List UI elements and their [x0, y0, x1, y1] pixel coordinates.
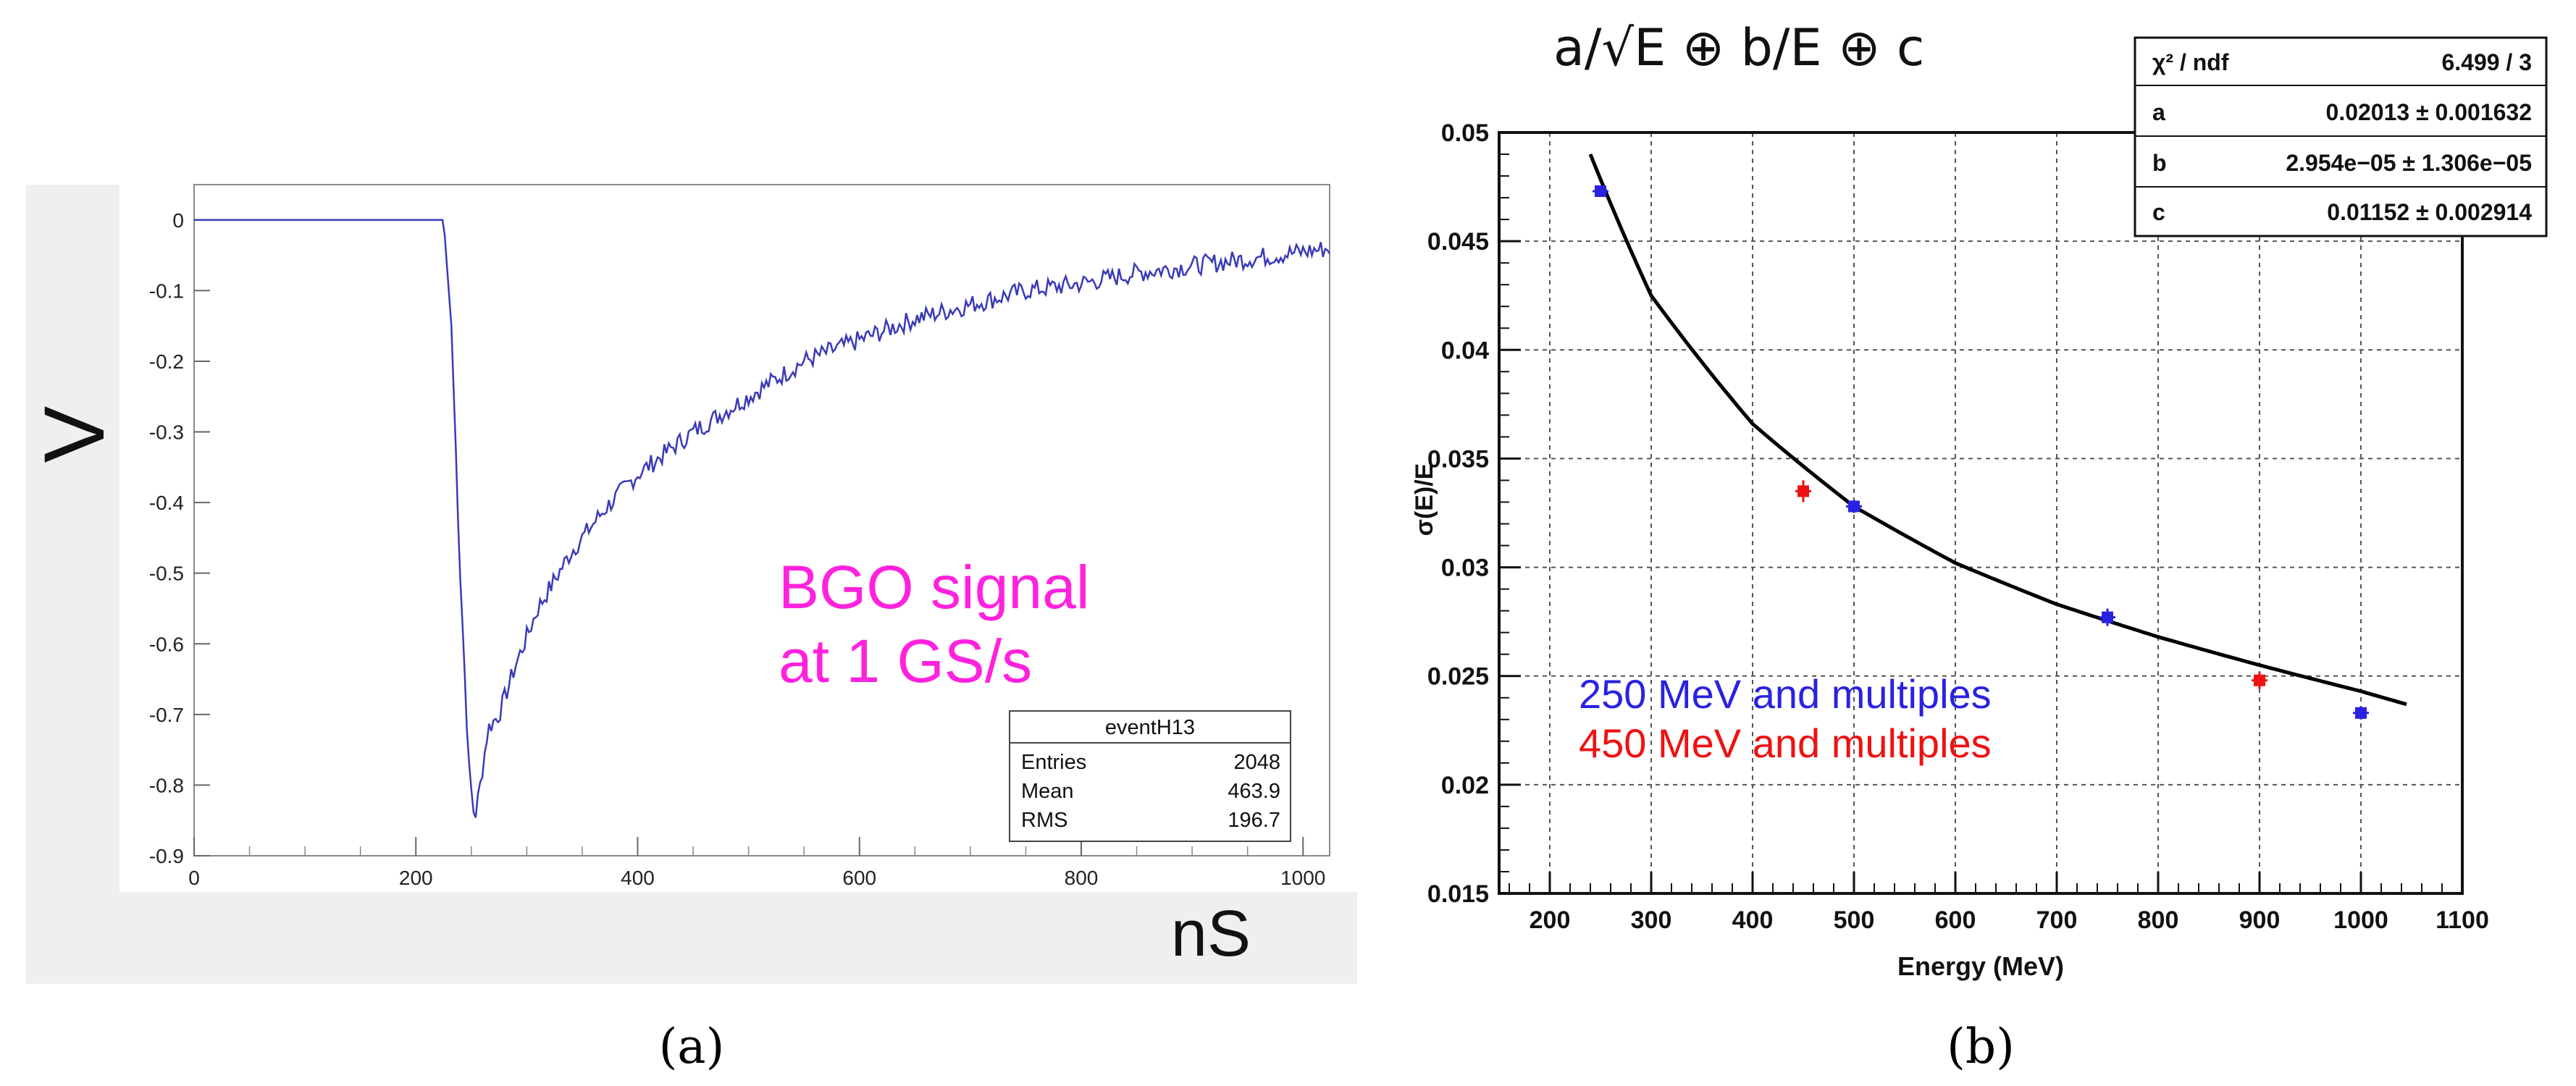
panel-a-y-tick-label: 0 — [172, 209, 184, 232]
panel-b-y-tick-label: 0.02 — [1441, 772, 1489, 799]
panel-b-fit-stats-label-b: b — [2152, 150, 2167, 176]
panel-b-x-tick-label: 1000 — [2333, 906, 2388, 934]
panel-a-stats-box-frame — [1009, 710, 1291, 842]
panel-a-y-axis-label: V — [27, 405, 122, 463]
panel-b-fit-stats-value-c: 0.01152 ± 0.002914 — [2327, 199, 2532, 225]
panel-b-fit-stats-label-chi2: χ² / ndf — [2152, 49, 2229, 75]
panel-b-y-tick-label: 0.03 — [1441, 555, 1489, 582]
panel-a-annotation-line-2: at 1 GS/s — [779, 627, 1032, 695]
panel-b-y-tick-label: 0.05 — [1441, 119, 1489, 147]
panel-a-stats-label-entries: Entries — [1021, 751, 1086, 774]
panel-a-stats-value-entries: 2048 — [1233, 751, 1280, 774]
panel-a-x-tick-label: 1000 — [1280, 867, 1325, 889]
caption-b: (b) — [1947, 1019, 2015, 1074]
panel-a-y-tick-label: -0.3 — [149, 421, 184, 444]
panel-b-y-tick-label: 0.015 — [1427, 880, 1489, 908]
panel-a-x-tick-label: 200 — [399, 867, 433, 889]
panel-a-y-tick-label: -0.6 — [149, 633, 184, 655]
panel-b-y-tick-label: 0.025 — [1427, 663, 1489, 691]
panel-b-fit-stats-label-a: a — [2152, 99, 2165, 125]
panel-b-data-point — [1595, 185, 1606, 198]
panel-a-y-tick-label: -0.7 — [149, 704, 184, 726]
panel-a-y-tick-label: -0.5 — [149, 563, 184, 585]
panel-a-y-tick-label: -0.9 — [149, 845, 184, 867]
panel-a-x-axis-label: nS — [1171, 898, 1251, 970]
panel-b-x-tick-label: 700 — [2036, 906, 2078, 934]
panel-b-x-tick-label: 400 — [1732, 906, 1774, 934]
panel-a-x-tick-label: 0 — [188, 867, 200, 889]
panel-a-waveform-chart: 0 -0.1 -0.2 -0.3 -0.4 -0.5 -0.6 -0.7 -0.8 -0.9 0 2… — [26, 184, 1357, 984]
panel-b-title: a/√E ⊕ b/E ⊕ c — [1553, 18, 1924, 77]
panel-a-signal-line — [194, 219, 1331, 818]
panel-b-data-point — [2254, 674, 2265, 686]
panel-a-stats-label-mean: Mean — [1021, 780, 1074, 803]
panel-b-legend-series-1: 250 MeV and multiples — [1579, 671, 1992, 717]
panel-b-x-ticks: 200 300 400 500 600 700 800 900 1000 1100 — [1509, 872, 2489, 934]
panel-a-x-ticks: 0 200 400 600 800 1000 — [188, 837, 1325, 889]
panel-b-data-point — [2102, 611, 2113, 623]
panel-b-fit-stats-box: χ² / ndf 6.499 / 3 a 0.02013 ± 0.001632 … — [2134, 36, 2548, 237]
panel-a-y-tick-label: -0.1 — [149, 279, 184, 302]
panel-b-grid — [1499, 132, 2463, 894]
panel-b-x-tick-label: 500 — [1834, 906, 1875, 934]
panel-b-x-tick-label: 200 — [1530, 906, 1571, 934]
panel-b-data-point — [1797, 485, 1809, 497]
panel-b-data-point — [2355, 707, 2367, 719]
panel-b-fit-stats-label-c: c — [2152, 199, 2165, 225]
caption-a: (a) — [659, 1019, 725, 1074]
panel-b-x-tick-label: 900 — [2239, 906, 2281, 934]
panel-a-y-tick-label: -0.8 — [149, 774, 184, 796]
panel-b-legend-series-2: 450 MeV and multiples — [1579, 720, 1992, 766]
panel-b-x-axis-label: Energy (MeV) — [1897, 951, 2064, 981]
panel-b-x-tick-label: 1100 — [2436, 906, 2489, 934]
panel-a-y-tick-label: -0.4 — [149, 492, 184, 514]
panel-b-y-ticks: 0.015 0.02 0.025 0.03 0.035 0.04 0.045 0.05 — [1427, 119, 1521, 908]
panel-b-resolution-chart: a/√E ⊕ b/E ⊕ c 0.0150.020.0250.030.0350.… — [1411, 18, 2548, 981]
panel-b-fit-stats-value-b: 2.954e−05 ± 1.306e−05 — [2286, 150, 2532, 176]
panel-a-annotation-line-1: BGO signal — [779, 553, 1090, 621]
panel-b-fit-curve — [1588, 153, 2407, 707]
panel-a-x-tick-label: 400 — [621, 867, 655, 889]
panel-a-stats-title: eventH13 — [1105, 716, 1195, 739]
panel-a-stats-value-rms: 196.7 — [1228, 809, 1280, 832]
panel-b-y-tick-label: 0.035 — [1427, 445, 1489, 473]
panel-a-x-tick-label: 600 — [842, 867, 876, 889]
panel-b-fit-stats-value-chi2: 6.499 / 3 — [2441, 49, 2532, 75]
panel-b-y-tick-label: 0.04 — [1441, 337, 1489, 364]
panel-b-y-axis-label: σ(E)/E — [1411, 463, 1438, 536]
panel-b-data-points — [1593, 185, 2369, 720]
panel-b-plot-frame — [1498, 131, 2464, 895]
panel-a-y-tick-label: -0.2 — [149, 350, 184, 373]
panel-a-stats-box: eventH13 Entries 2048 Mean 463.9 RMS 196… — [1009, 710, 1291, 842]
panel-b-x-tick-label: 300 — [1631, 906, 1672, 934]
panel-a-x-tick-label: 800 — [1065, 867, 1099, 889]
panel-b-y-tick-label: 0.045 — [1427, 228, 1489, 256]
panel-a-stats-value-mean: 463.9 — [1228, 780, 1280, 803]
panel-a-y-ticks: 0 -0.1 -0.2 -0.3 -0.4 -0.5 -0.6 -0.7 -0.8 -0.9 — [149, 209, 210, 867]
panel-a-stats-label-rms: RMS — [1021, 809, 1067, 832]
panel-b-x-tick-label: 800 — [2138, 906, 2179, 934]
panel-b-fit-stats-value-a: 0.02013 ± 0.001632 — [2326, 99, 2532, 125]
panel-b-x-tick-label: 600 — [1935, 906, 1976, 934]
panel-b-data-point — [1848, 500, 1860, 513]
